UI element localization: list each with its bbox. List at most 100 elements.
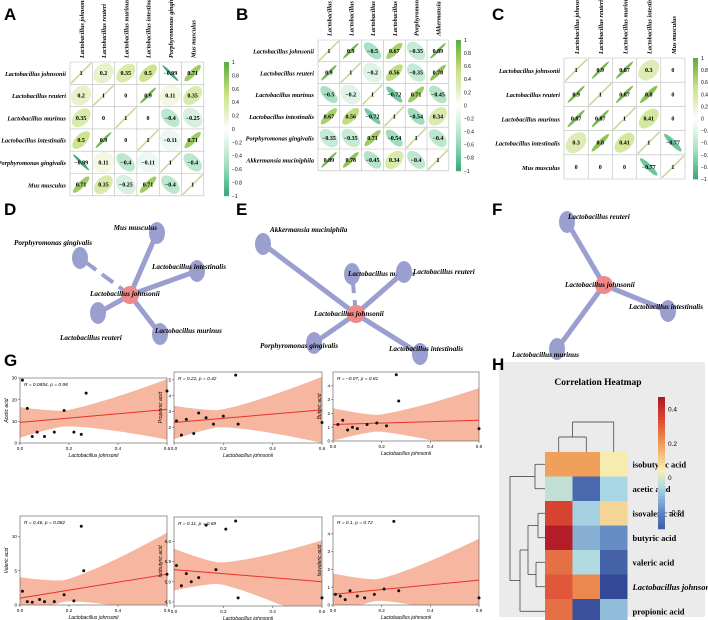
confidence-band bbox=[333, 538, 479, 605]
data-point bbox=[221, 414, 225, 418]
y-axis-label: Propionic acid bbox=[158, 392, 164, 424]
column-label: Lactobacillus murinus bbox=[370, 0, 377, 37]
y-axis-label: Isovaleric acid bbox=[317, 544, 323, 576]
colorbar-segment bbox=[658, 499, 665, 503]
correlation-ellipse bbox=[162, 65, 179, 82]
colorbar-tick: 0.6 bbox=[701, 80, 708, 86]
cell-value: 0.71 bbox=[367, 136, 378, 142]
network-node-label: Lactobacillus reuteri bbox=[59, 334, 122, 342]
column-label: Lactobacillus murinus bbox=[123, 0, 130, 59]
x-tick-label: 0.0 bbox=[171, 609, 178, 614]
cell-value: −0.72 bbox=[387, 93, 401, 99]
correlation-ellipse bbox=[342, 107, 360, 125]
colorbar-segment bbox=[456, 98, 461, 103]
y-tick-label: 2 bbox=[327, 567, 330, 572]
confidence-band bbox=[174, 376, 322, 443]
colorbar-tick: −0.4 bbox=[232, 154, 242, 160]
scatter-panel: 0.0 0.2 0.4 0.6 4.5 5.0 5.5 6.0 R = 0.11, p = 0.… bbox=[158, 516, 326, 620]
colorbar-segment bbox=[658, 430, 665, 434]
row-label: Lactobacillus johnsonii bbox=[4, 71, 66, 78]
correlation-annotation: R = 0.1, p = 0.72 bbox=[337, 520, 373, 526]
correlation-ellipse bbox=[320, 108, 338, 125]
network-edge bbox=[127, 232, 160, 296]
cell-value: 0 bbox=[671, 92, 674, 98]
panel-a-correlation: Lactobacillus johnsonii Lactobacillus reu… bbox=[0, 0, 242, 200]
colorbar-segment bbox=[456, 75, 461, 80]
colorbar-tick: 1 bbox=[464, 38, 467, 44]
colorbar-segment bbox=[224, 92, 229, 96]
colorbar-segment bbox=[658, 446, 665, 451]
data-point bbox=[320, 596, 324, 600]
network-node-label: Lactobacillus intestinalis bbox=[151, 263, 226, 271]
data-point bbox=[372, 592, 376, 596]
data-point bbox=[43, 600, 46, 604]
colorbar-segment bbox=[224, 179, 229, 183]
row-label: Lactobacillus murinus bbox=[254, 92, 314, 99]
data-point bbox=[382, 587, 386, 591]
data-point bbox=[348, 589, 352, 593]
y-tick-label: 10 bbox=[12, 534, 18, 539]
correlation-ellipse bbox=[71, 85, 92, 106]
correlation-ellipse bbox=[385, 64, 403, 82]
colorbar-tick: −0.6 bbox=[701, 153, 708, 159]
colorbar-segment bbox=[658, 449, 665, 454]
correlation-ellipse bbox=[139, 176, 157, 193]
heatmap-cell bbox=[545, 476, 573, 501]
x-tick-label: 0.2 bbox=[220, 446, 227, 451]
network-edge bbox=[354, 311, 422, 357]
x-tick-label: 0.6 bbox=[164, 608, 171, 613]
cell-value: 0.71 bbox=[187, 71, 198, 77]
colorbar-tick: 0.4 bbox=[464, 77, 471, 83]
network-node-label: Lactobacillus murinus bbox=[154, 327, 222, 335]
heatmap-cell bbox=[600, 501, 628, 526]
y-tick-label: 6.0 bbox=[165, 539, 172, 544]
diagonal-mark bbox=[340, 62, 362, 84]
heatmap-cell bbox=[572, 550, 600, 575]
colorbar-segment bbox=[456, 69, 461, 74]
heatmap-row-label: acetic acid bbox=[633, 484, 671, 494]
colorbar-tick: 0.8 bbox=[232, 73, 239, 79]
heatmap-cell bbox=[572, 599, 600, 620]
data-point bbox=[62, 593, 66, 597]
y-axis-label: Isobutyric acid bbox=[158, 545, 164, 577]
cell-value: 0.56 bbox=[389, 71, 400, 77]
colorbar-tick: −0.2 bbox=[464, 116, 474, 122]
network-node bbox=[189, 260, 205, 282]
heatmap-title: Correlation Heatmap bbox=[554, 378, 641, 388]
colorbar-segment bbox=[658, 489, 665, 493]
data-point bbox=[355, 427, 359, 431]
heatmap-cell bbox=[600, 574, 628, 599]
colorbar-segment bbox=[693, 160, 698, 165]
colorbar-tick: 0.2 bbox=[668, 441, 677, 448]
network-edge bbox=[78, 256, 132, 297]
regression-line bbox=[19, 573, 168, 599]
colorbar-segment bbox=[693, 157, 698, 162]
colorbar-segment bbox=[693, 73, 698, 77]
cell-value: 1 bbox=[599, 91, 602, 98]
row-label: Lactobacillus murinus bbox=[6, 115, 66, 122]
colorbar-tick: 0.4 bbox=[701, 92, 708, 98]
correlation-ellipse bbox=[408, 86, 425, 103]
plot-frame bbox=[19, 515, 168, 606]
heatmap-row-label: Lactobacillus johnsonii bbox=[632, 582, 708, 592]
correlation-annotation: R = −0.07, p = 0.81 bbox=[337, 376, 379, 382]
cell-value: 0 bbox=[671, 68, 674, 74]
correlation-ellipse bbox=[385, 129, 403, 147]
heatmap-cell bbox=[545, 525, 573, 550]
correlation-ellipse bbox=[92, 151, 115, 173]
plot-frame bbox=[173, 371, 323, 444]
cell-value: 0.67 bbox=[324, 114, 335, 120]
colorbar-segment bbox=[693, 67, 698, 71]
y-tick-label: 2 bbox=[168, 425, 171, 430]
y-tick-label: 3 bbox=[327, 549, 330, 554]
correlation-ellipse bbox=[140, 87, 156, 104]
correlation-ellipse bbox=[591, 61, 609, 79]
correlation-ellipse bbox=[184, 64, 201, 82]
correlation-annotation: R = 0.22, p = 0.42 bbox=[178, 376, 217, 382]
row-label: Lactobacillus intestinalis bbox=[248, 114, 314, 121]
colorbar-segment bbox=[693, 94, 698, 98]
colorbar-segment bbox=[658, 439, 665, 444]
data-point bbox=[236, 422, 240, 426]
colorbar-segment bbox=[456, 125, 461, 129]
